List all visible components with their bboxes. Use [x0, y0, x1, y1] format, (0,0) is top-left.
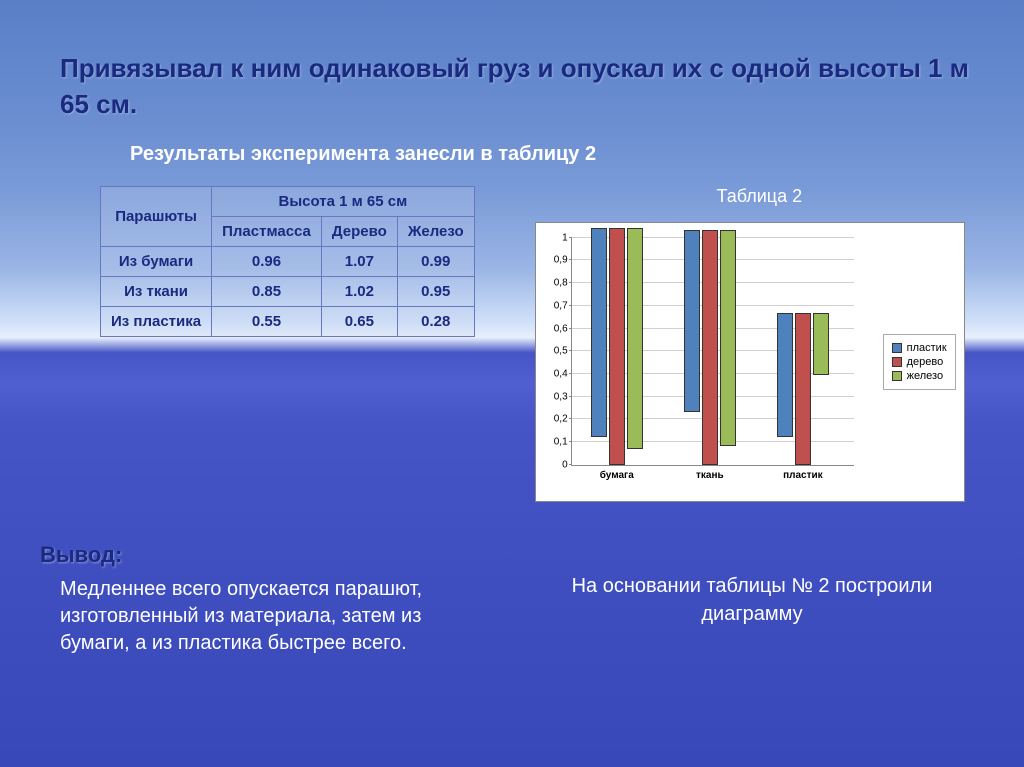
- y-tick: 0,8: [554, 278, 568, 289]
- legend-swatch: [892, 357, 902, 367]
- legend-swatch: [892, 371, 902, 381]
- y-tick: 0,2: [554, 414, 568, 425]
- y-tick: 0,1: [554, 437, 568, 448]
- conclusion-text: Медленнее всего опускается парашют, изго…: [40, 576, 460, 657]
- cell-1-0: 0.85: [212, 276, 322, 306]
- slide: Привязывал к ним одинаковый груз и опуск…: [0, 0, 1024, 767]
- bar-group: [777, 313, 829, 465]
- y-tick: 0,5: [554, 346, 568, 357]
- bar: [627, 228, 643, 449]
- bar-group: [684, 230, 736, 465]
- conclusion-title: Вывод:: [40, 542, 460, 568]
- legend-label: пластик: [907, 342, 947, 354]
- legend-label: железо: [907, 370, 943, 382]
- row-label-2: Из пластика: [101, 306, 212, 336]
- y-tick: 0: [562, 459, 568, 470]
- bar: [609, 228, 625, 465]
- legend-item: дерево: [892, 356, 947, 368]
- y-tick: 0,4: [554, 368, 568, 379]
- content-row: Парашюты Высота 1 м 65 см Пластмасса Дер…: [40, 186, 984, 502]
- cell-1-2: 0.95: [397, 276, 474, 306]
- y-tick: 0,7: [554, 300, 568, 311]
- bar-group: [591, 228, 643, 465]
- subtitle: Результаты эксперимента занесли в таблиц…: [40, 143, 984, 166]
- y-tick: 0,6: [554, 323, 568, 334]
- bar: [684, 230, 700, 412]
- x-label: пластик: [783, 470, 823, 481]
- bar: [591, 228, 607, 437]
- row-label-1: Из ткани: [101, 276, 212, 306]
- cell-1-1: 1.02: [321, 276, 397, 306]
- conclusion: Вывод: Медленнее всего опускается парашю…: [40, 542, 460, 657]
- cell-0-0: 0.96: [212, 246, 322, 276]
- y-tick: 0,9: [554, 255, 568, 266]
- diagram-note: На основании таблицы № 2 построили диагр…: [520, 542, 984, 657]
- bar: [720, 230, 736, 446]
- cell-2-2: 0.28: [397, 306, 474, 336]
- y-tick: 1: [562, 232, 568, 243]
- main-title: Привязывал к ним одинаковый груз и опуск…: [40, 50, 984, 123]
- legend-swatch: [892, 343, 902, 353]
- chart-label: Таблица 2: [535, 186, 984, 207]
- cell-2-1: 0.65: [321, 306, 397, 336]
- bottom-section: Вывод: Медленнее всего опускается парашю…: [40, 542, 984, 657]
- chart-area: 00,10,20,30,40,50,60,70,80,91бумагаткань…: [571, 238, 854, 466]
- chart-section: Таблица 2 0 0,1 0,2 0,3 0,4 0,5 0,6 0,7 0,8 0,9 1 б…: [535, 186, 984, 502]
- legend-item: железо: [892, 370, 947, 382]
- col-header-2: Железо: [397, 216, 474, 246]
- col-header-0: Пластмасса: [212, 216, 322, 246]
- chart-box: 0 0,1 0,2 0,3 0,4 0,5 0,6 0,7 0,8 0,9 1 бумага ткань…: [535, 222, 965, 502]
- col-header-1: Дерево: [321, 216, 397, 246]
- table-section: Парашюты Высота 1 м 65 см Пластмасса Дер…: [40, 186, 475, 337]
- data-table: Парашюты Высота 1 м 65 см Пластмасса Дер…: [100, 186, 475, 337]
- bar: [777, 313, 793, 437]
- y-tick: 0,3: [554, 391, 568, 402]
- chart-legend: пластик дерево железо: [883, 334, 956, 390]
- legend-label: дерево: [907, 356, 944, 368]
- cell-2-0: 0.55: [212, 306, 322, 336]
- table-corner: Парашюты: [101, 186, 212, 246]
- cell-0-1: 1.07: [321, 246, 397, 276]
- legend-item: пластик: [892, 342, 947, 354]
- x-label: бумага: [600, 470, 634, 481]
- bar: [702, 230, 718, 465]
- row-label-0: Из бумаги: [101, 246, 212, 276]
- x-label: ткань: [696, 470, 724, 481]
- bar: [813, 313, 829, 375]
- bar: [795, 313, 811, 465]
- cell-0-2: 0.99: [397, 246, 474, 276]
- table-span-header: Высота 1 м 65 см: [212, 186, 475, 216]
